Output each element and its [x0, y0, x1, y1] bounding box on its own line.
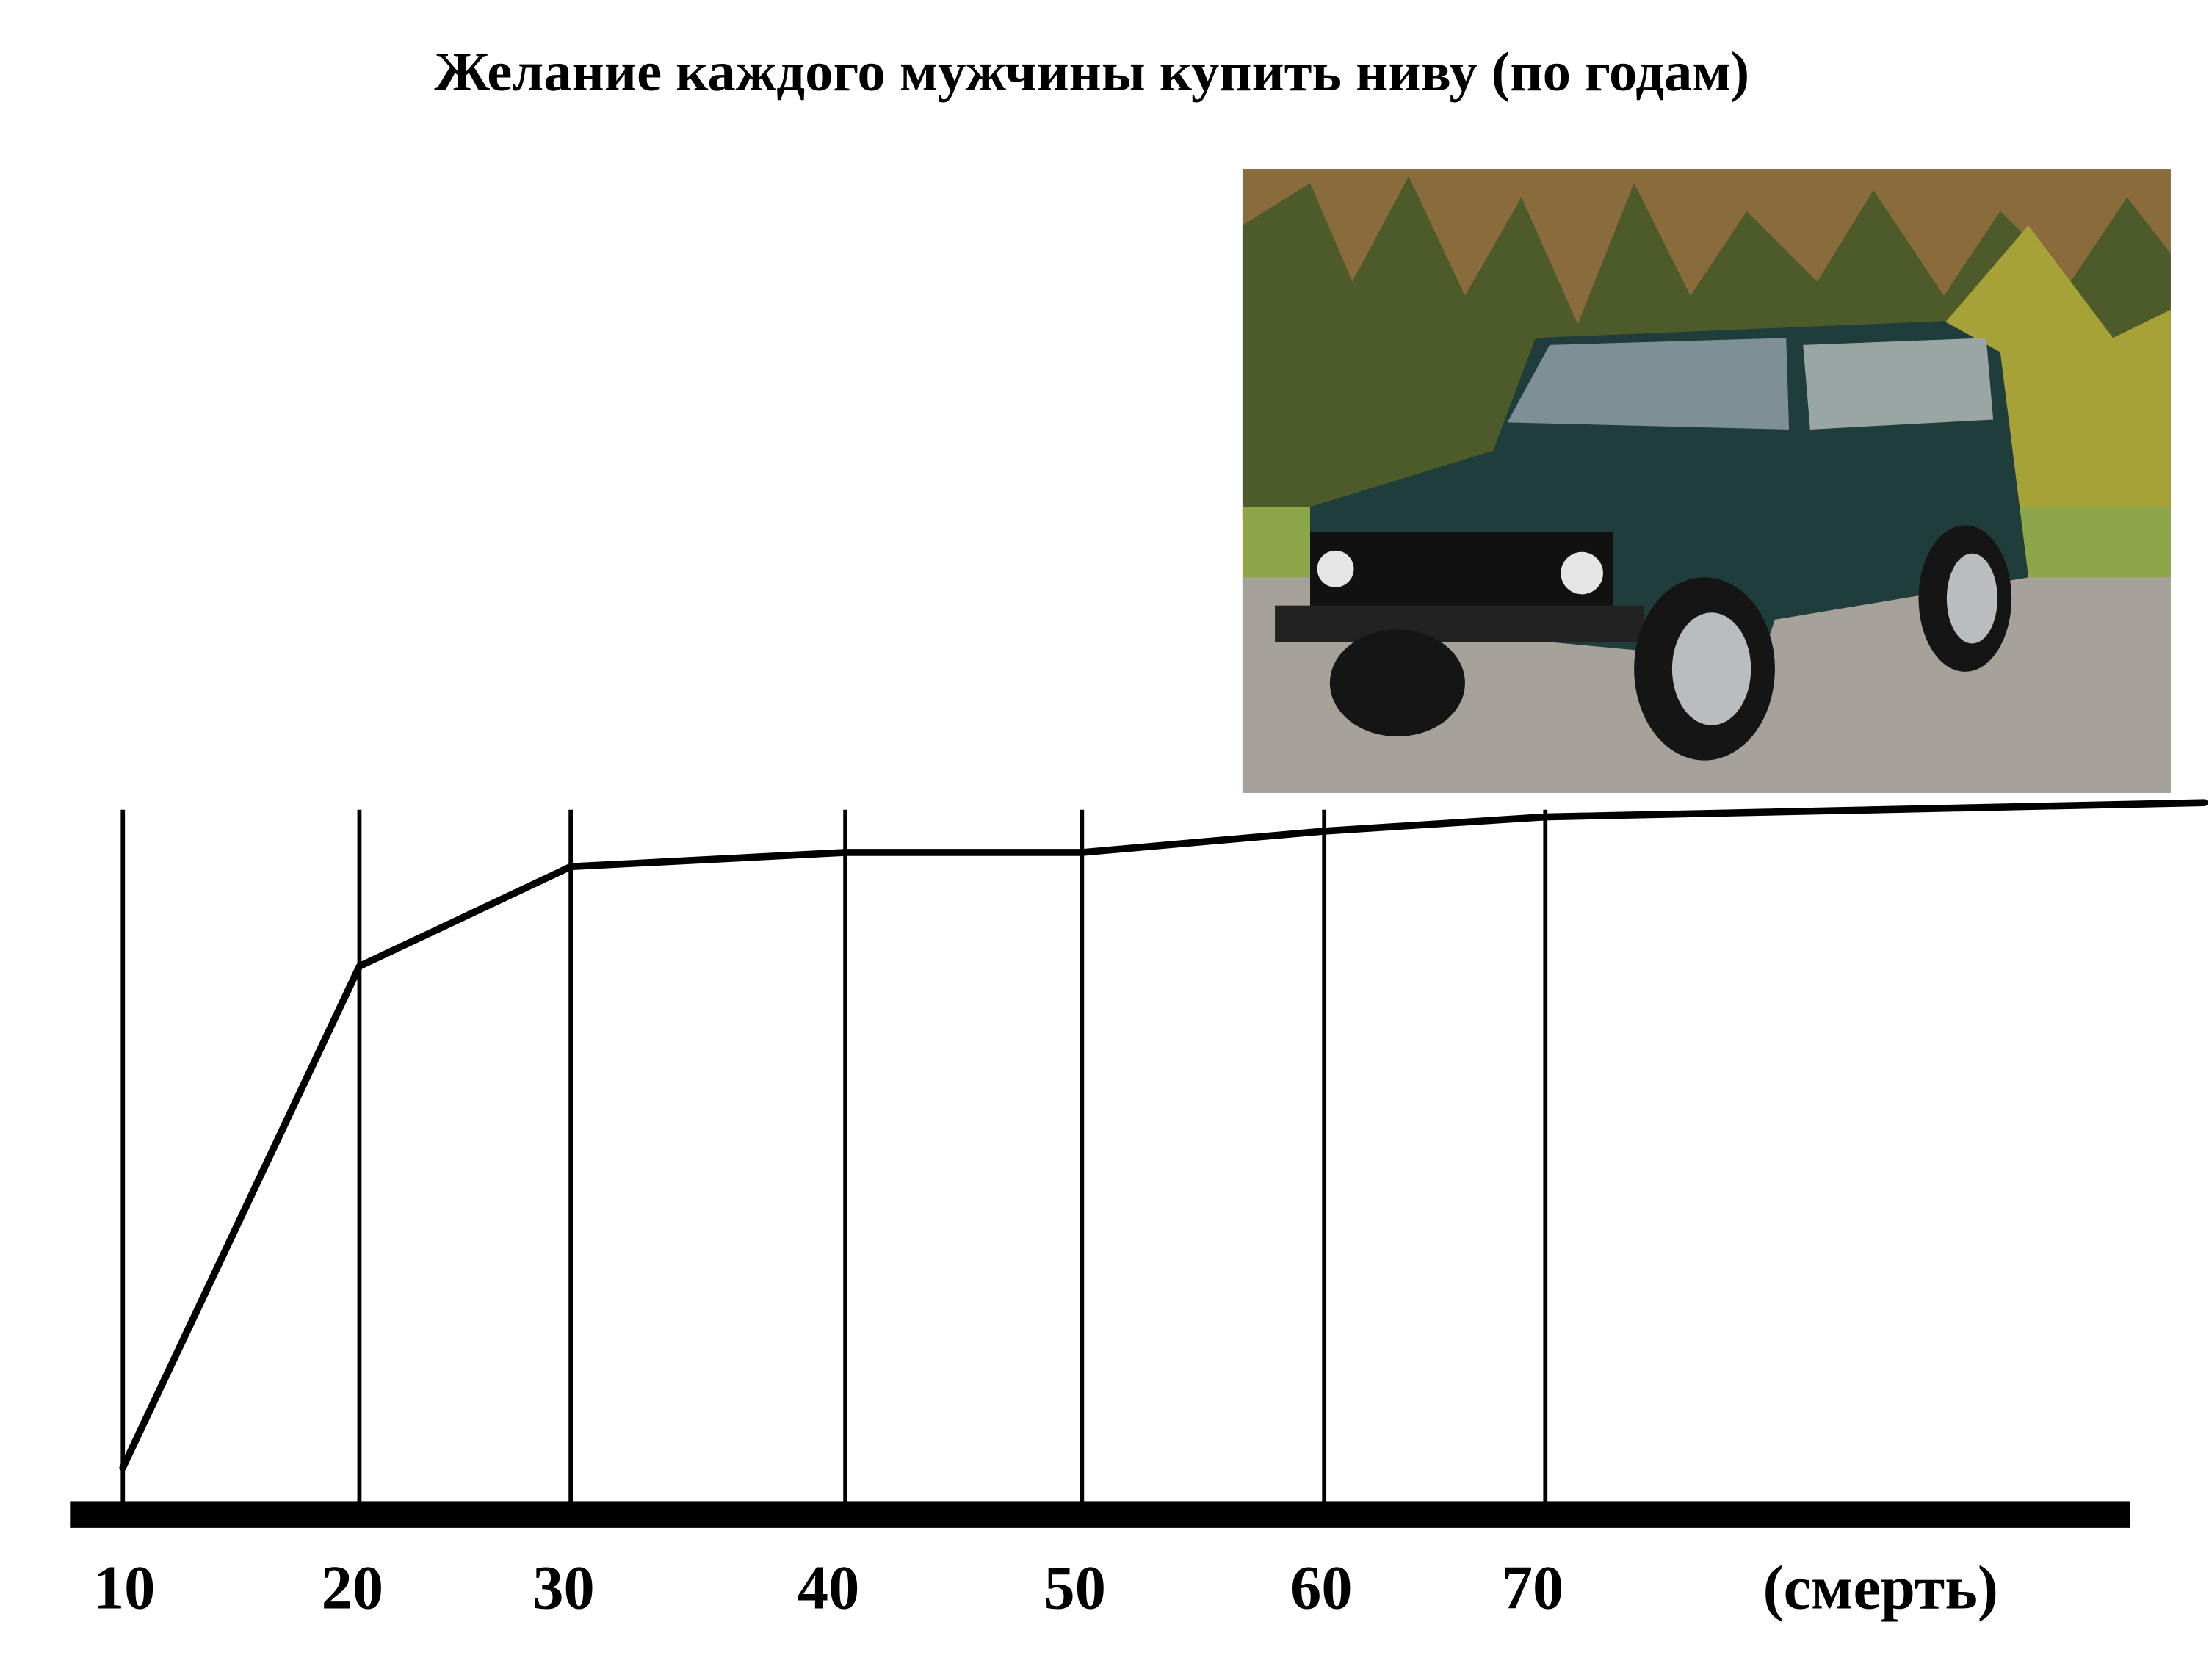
car-photo — [1242, 169, 2171, 793]
chart-title: Желание каждого мужчины купить ниву (по … — [434, 40, 1749, 103]
x-tick-label: 60 — [1290, 1554, 1352, 1622]
x-tick-label: 50 — [1044, 1554, 1106, 1622]
x-tick-label: 20 — [322, 1554, 383, 1622]
x-tick-label: 10 — [93, 1554, 155, 1622]
x-axis — [70, 1501, 2130, 1528]
x-tick-label: (смерть) — [1763, 1554, 1998, 1622]
x-tick-label: 40 — [798, 1554, 859, 1622]
x-tick-label: 30 — [532, 1554, 594, 1622]
line — [119, 799, 2208, 1471]
x-tick-label: 70 — [1502, 1554, 1563, 1622]
